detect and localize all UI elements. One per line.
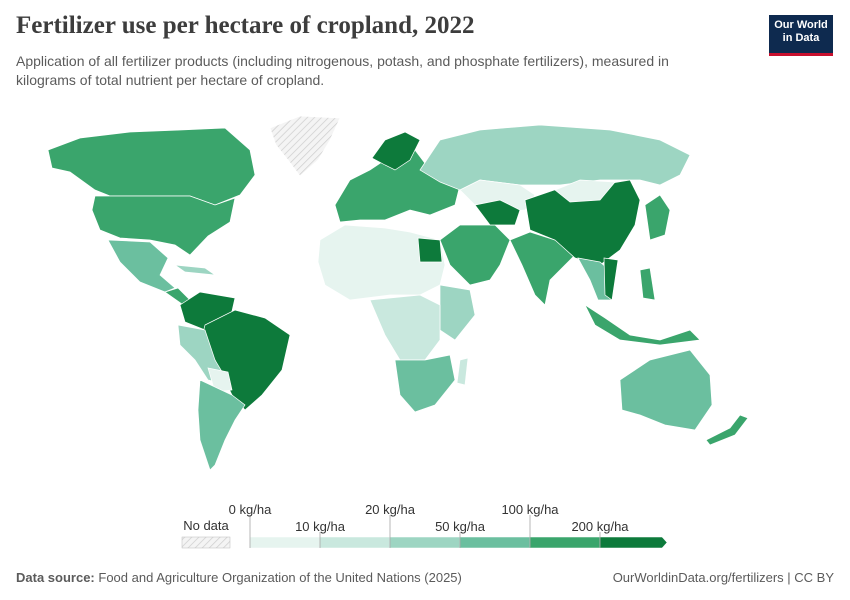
source-label: Data source: xyxy=(16,570,95,585)
argentina-chile[interactable] xyxy=(197,379,246,471)
russia[interactable] xyxy=(419,124,691,191)
subtitle-line: kilograms of total nutrient per hectare … xyxy=(16,72,325,88)
india[interactable] xyxy=(509,231,576,306)
legend: No data 0 kg/ha 10 kg/ha 20 kg/ha 50 kg/ha 1… xyxy=(181,502,668,549)
paraguay[interactable] xyxy=(207,367,233,393)
legend-swatch xyxy=(249,536,321,549)
legend-label: 10 kg/ha xyxy=(295,519,346,534)
japan-korea[interactable] xyxy=(644,194,671,241)
central-asia[interactable] xyxy=(474,199,521,226)
legend-label: 100 kg/ha xyxy=(501,502,559,517)
scandinavia[interactable] xyxy=(371,131,421,171)
logo-line: Our World xyxy=(774,19,828,31)
southern-africa[interactable] xyxy=(394,354,456,413)
mexico[interactable] xyxy=(107,239,176,293)
logo-line: in Data xyxy=(782,32,820,44)
madagascar[interactable] xyxy=(456,357,469,386)
central-africa[interactable] xyxy=(369,294,441,361)
legend-swatch xyxy=(459,536,531,549)
philippines[interactable] xyxy=(639,267,656,301)
mongolia[interactable] xyxy=(554,179,616,203)
legend-label: 50 kg/ha xyxy=(435,519,486,534)
subtitle: Application of all fertilizer products (… xyxy=(16,52,756,90)
link[interactable]: OurWorldinData.org/fertilizers | CC BY xyxy=(612,570,834,585)
north-africa[interactable] xyxy=(317,224,446,301)
australia[interactable] xyxy=(619,349,713,431)
egypt[interactable] xyxy=(417,237,443,263)
countries xyxy=(47,115,749,471)
source: Data source: Food and Agriculture Organi… xyxy=(16,570,462,585)
no-data-swatch xyxy=(181,536,231,549)
no-data-label: No data xyxy=(183,518,229,533)
source-text: Food and Agriculture Organization of the… xyxy=(98,570,462,585)
caribbean[interactable] xyxy=(173,264,217,276)
map: No data 0 kg/ha 10 kg/ha 20 kg/ha 50 kg/ha 1… xyxy=(47,115,749,549)
title: Fertilizer use per hectare of cropland, … xyxy=(16,12,475,39)
legend-label: 200 kg/ha xyxy=(571,519,629,534)
middle-east[interactable] xyxy=(439,224,511,286)
legend-swatch xyxy=(529,536,601,549)
legend-swatch xyxy=(319,536,391,549)
new-zealand[interactable] xyxy=(705,414,749,446)
usa[interactable] xyxy=(91,195,236,256)
legend-swatch xyxy=(599,536,668,549)
indonesia[interactable] xyxy=(584,304,701,346)
canada[interactable] xyxy=(47,127,256,206)
subtitle-line: Application of all fertilizer products (… xyxy=(16,53,669,69)
east-africa[interactable] xyxy=(439,284,476,341)
vietnam[interactable] xyxy=(603,257,619,301)
legend-swatch xyxy=(389,536,461,549)
logo[interactable]: Our World in Data xyxy=(769,15,833,56)
legend-label: 20 kg/ha xyxy=(365,502,416,517)
legend-label: 0 kg/ha xyxy=(229,502,272,517)
greenland[interactable] xyxy=(269,115,341,177)
